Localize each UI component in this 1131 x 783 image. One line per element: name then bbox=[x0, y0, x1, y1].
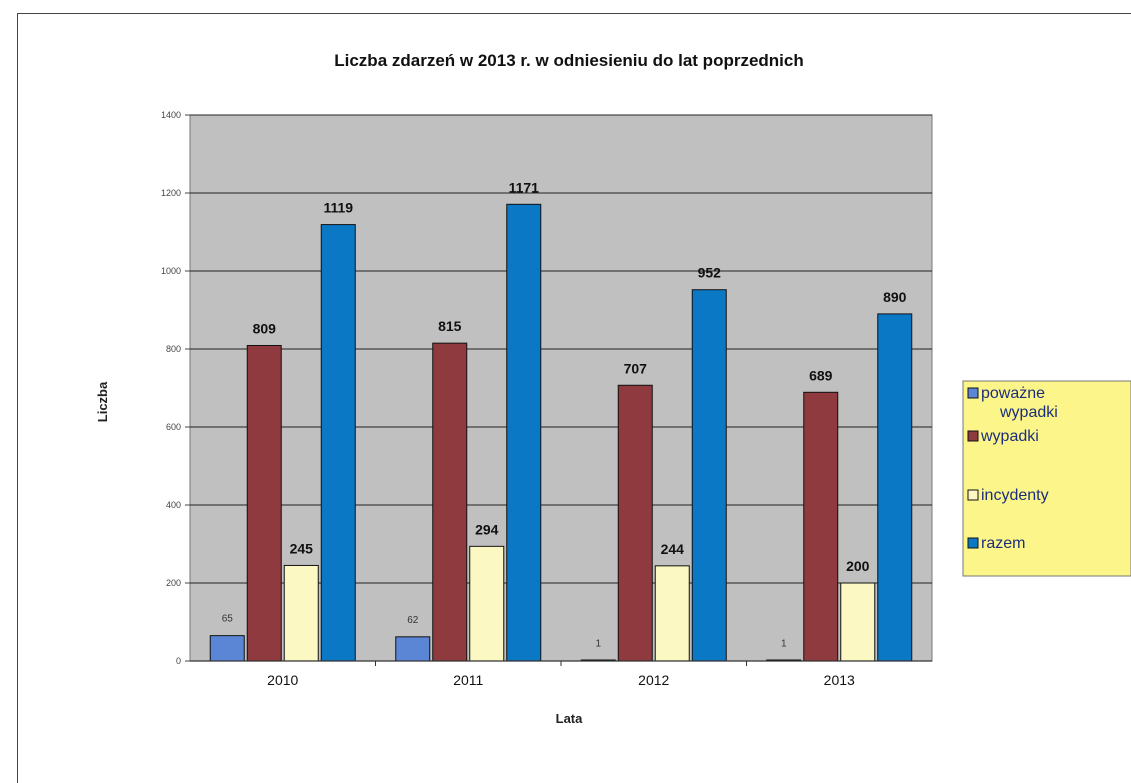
data-label: 890 bbox=[883, 289, 907, 305]
bar bbox=[283, 564, 319, 662]
y-axis-title: Liczba bbox=[95, 381, 110, 422]
legend-label: incydenty bbox=[981, 487, 1049, 504]
bar bbox=[877, 313, 913, 662]
bar bbox=[506, 203, 542, 662]
bar bbox=[617, 384, 653, 662]
y-tick-label: 400 bbox=[166, 500, 181, 510]
y-tick-label: 600 bbox=[166, 422, 181, 432]
legend-swatch bbox=[967, 430, 979, 442]
data-label: 707 bbox=[624, 360, 648, 376]
x-tick-label: 2011 bbox=[453, 672, 483, 688]
y-tick-label: 200 bbox=[166, 578, 181, 588]
legend-swatch bbox=[967, 489, 979, 501]
bar bbox=[469, 545, 505, 662]
y-tick-label: 800 bbox=[166, 344, 181, 354]
x-tick-label: 2013 bbox=[824, 672, 855, 688]
data-label: 62 bbox=[407, 615, 419, 626]
y-tick-label: 1400 bbox=[161, 110, 181, 120]
data-label: 1171 bbox=[509, 179, 540, 195]
data-label: 952 bbox=[698, 265, 722, 281]
y-tick-label: 1000 bbox=[161, 266, 181, 276]
data-label: 1 bbox=[595, 639, 601, 650]
bar bbox=[803, 391, 839, 662]
data-label: 245 bbox=[290, 540, 314, 556]
chart-frame bbox=[17, 13, 1131, 783]
legend-label: poważne wypadki bbox=[981, 385, 1058, 421]
data-label: 200 bbox=[846, 558, 870, 574]
x-tick-label: 2010 bbox=[267, 672, 298, 688]
legend-box bbox=[962, 380, 1131, 577]
legend-swatch bbox=[967, 537, 979, 549]
bar bbox=[840, 582, 876, 662]
data-label: 65 bbox=[222, 614, 234, 625]
data-label: 815 bbox=[438, 318, 462, 334]
data-label: 689 bbox=[809, 367, 833, 383]
legend-label: wypadki bbox=[980, 428, 1039, 445]
bars bbox=[209, 203, 913, 662]
data-label: 244 bbox=[661, 541, 685, 557]
bar bbox=[654, 565, 690, 662]
data-labels: 65 809 245 1119 62 815 294 1171 1 707 244 952 1 689 20… bbox=[222, 179, 907, 649]
y-tick-label: 1200 bbox=[161, 188, 181, 198]
x-axis-title: Lata bbox=[556, 711, 584, 726]
bar bbox=[395, 636, 431, 662]
y-tick-label: 0 bbox=[176, 656, 181, 666]
legend: poważne wypadki wypadki incydenty razem bbox=[962, 380, 1131, 577]
bar bbox=[246, 344, 282, 662]
bar bbox=[432, 342, 468, 662]
data-label: 294 bbox=[475, 521, 499, 537]
legend-label: razem bbox=[981, 535, 1025, 552]
x-tick-label: 2012 bbox=[638, 672, 669, 688]
data-label: 1 bbox=[781, 639, 787, 650]
bar bbox=[691, 289, 727, 662]
data-label: 1119 bbox=[323, 200, 353, 216]
chart-title: Liczba zdarzeń w 2013 r. w odniesieniu d… bbox=[334, 51, 803, 70]
data-label: 809 bbox=[253, 320, 277, 336]
y-axis-ticks: 0 200 400 600 800 1000 1200 1400 bbox=[161, 110, 190, 666]
bar bbox=[320, 224, 356, 662]
bar bbox=[209, 635, 245, 662]
x-axis-ticks: 2010 2011 2012 2013 bbox=[267, 661, 855, 688]
legend-swatch bbox=[967, 387, 979, 399]
